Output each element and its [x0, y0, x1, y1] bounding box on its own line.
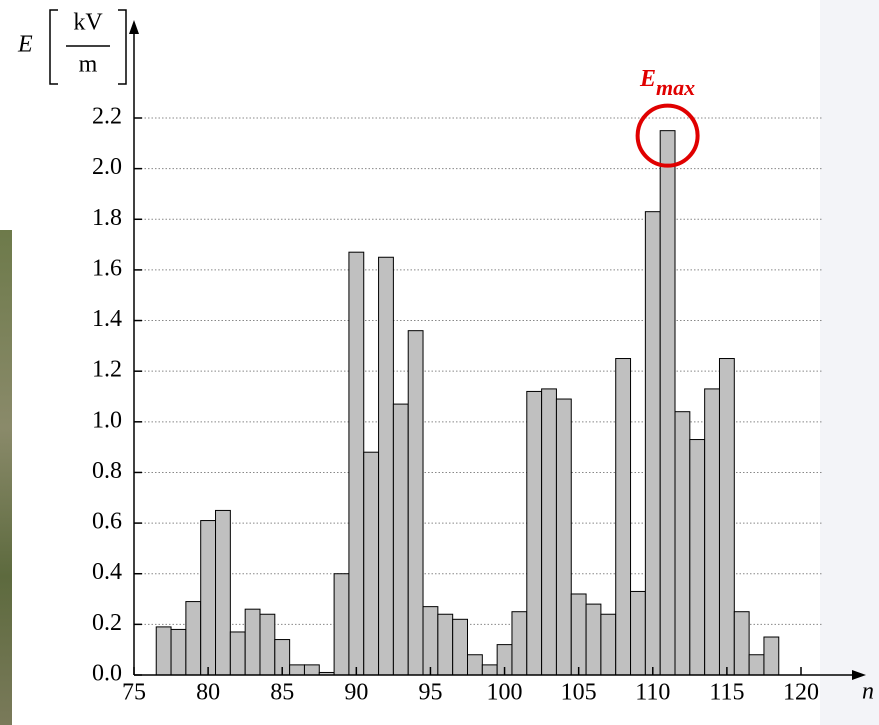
bar: [718, 358, 735, 676]
bar: [392, 403, 409, 676]
bar: [422, 606, 439, 676]
y-tick-label: 1.8: [92, 205, 122, 231]
bar: [555, 398, 572, 676]
y-tick-label: 1.2: [92, 357, 122, 383]
bar: [155, 626, 172, 676]
y-axis-label: E kV m: [17, 9, 127, 85]
y-tick-label: 0.8: [92, 458, 122, 484]
bar: [644, 211, 661, 676]
bar: [259, 613, 276, 676]
bar: [600, 613, 617, 676]
bar: [763, 636, 780, 676]
background-panel: [820, 0, 879, 725]
annotation-subscript: max: [656, 75, 695, 100]
x-tick-label: 100: [487, 680, 523, 706]
x-tick-label: 80: [196, 680, 220, 706]
bar: [748, 654, 765, 676]
y-tick-label: 2.2: [92, 104, 122, 130]
x-tick-label: 85: [270, 680, 294, 706]
background-photo: [0, 230, 12, 725]
bar: [333, 573, 350, 676]
x-tick-label: 110: [635, 680, 670, 706]
bar: [526, 390, 543, 676]
bar: [378, 256, 394, 676]
y-tick-label: 1.0: [92, 407, 122, 433]
bar: [467, 654, 483, 676]
bar: [615, 358, 632, 676]
annotation-text: E: [639, 66, 656, 92]
bar: [215, 509, 231, 676]
bar: [363, 451, 380, 676]
bar: [689, 439, 706, 676]
bar: [348, 251, 365, 676]
y-tick-label: 0.2: [92, 610, 122, 636]
y-unit-denominator: m: [79, 52, 98, 78]
y-tick-label: 0.4: [92, 559, 122, 585]
bar: [170, 628, 187, 676]
bar: [733, 611, 750, 676]
y-tick-label: 2.0: [92, 154, 122, 180]
annotation-circle: [635, 103, 700, 168]
bar: [244, 608, 261, 676]
x-axis-arrow: [852, 670, 866, 680]
bar: [585, 603, 602, 676]
x-axis-label: n: [862, 679, 874, 705]
bar: [511, 611, 528, 676]
bar: [659, 130, 676, 676]
x-tick-label: 105: [561, 680, 597, 706]
annotation: Emax: [639, 66, 695, 101]
bar: [229, 631, 246, 676]
y-symbol: E: [17, 32, 33, 58]
y-unit-numerator: kV: [73, 10, 103, 36]
bar: [704, 388, 720, 676]
bar: [630, 590, 646, 676]
y-axis-arrow: [129, 20, 139, 34]
y-tick-label: 0.0: [92, 661, 122, 687]
x-tick-label: 120: [783, 680, 819, 706]
x-tick-label: 95: [418, 680, 442, 706]
x-tick-label: 75: [122, 680, 146, 706]
y-tick-label: 1.4: [92, 306, 122, 332]
bar: [674, 411, 691, 676]
x-tick-label: 115: [709, 680, 744, 706]
bracket: [49, 9, 127, 85]
bar: [407, 330, 424, 676]
bar: [541, 388, 557, 676]
bar: [200, 520, 217, 676]
bar: [185, 601, 202, 676]
bar: [303, 664, 320, 676]
bar: [289, 664, 305, 676]
y-tick-label: 1.6: [92, 255, 122, 281]
x-tick-label: 90: [344, 680, 368, 706]
bar: [437, 613, 454, 676]
bar: [481, 664, 498, 676]
bar: [452, 618, 468, 676]
y-tick-label: 0.6: [92, 509, 122, 535]
bar: [570, 593, 587, 676]
